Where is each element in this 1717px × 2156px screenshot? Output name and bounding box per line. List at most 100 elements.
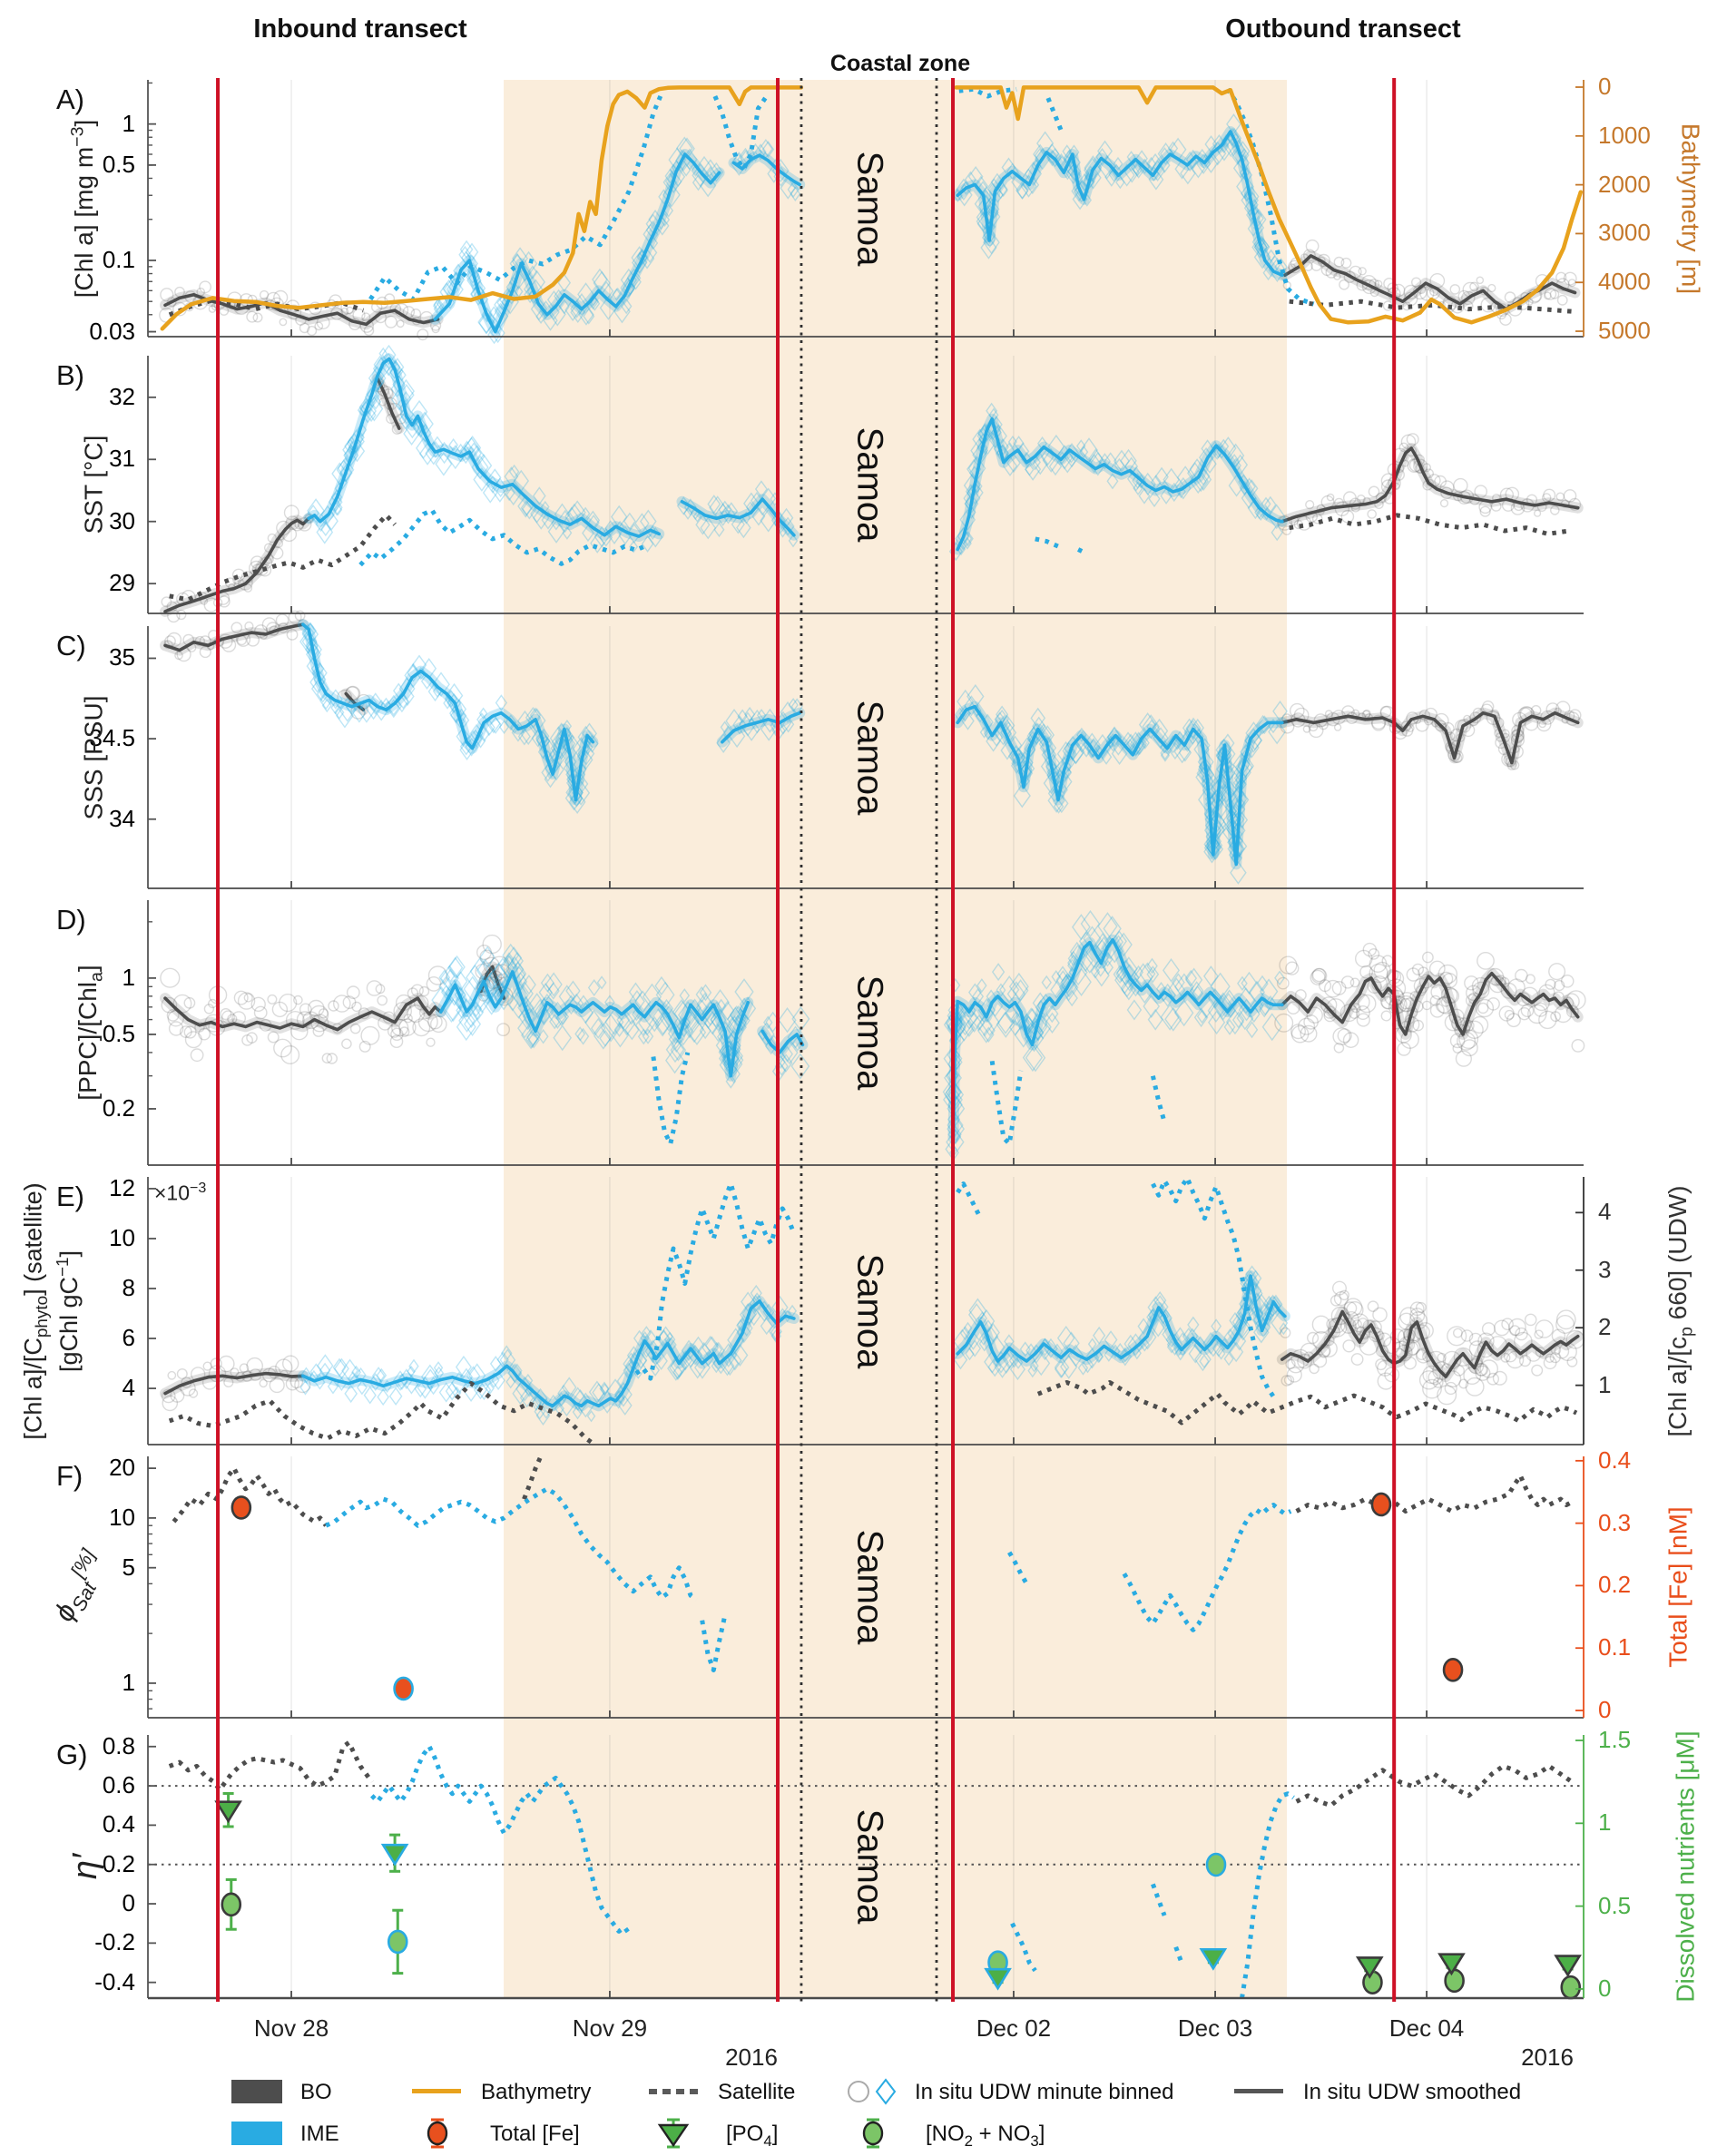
axis-label-E: [Chl a]/[Cphyto] (satellite) <box>19 1181 52 1440</box>
x-tick-label: Nov 29 <box>572 2014 648 2042</box>
y-tick-label: 8 <box>122 1274 135 1301</box>
header-outbound-transect: Outbound transect <box>1225 15 1461 44</box>
axis-label-E-right: [Chl a]/[cp 660] (UDW) <box>1663 1185 1697 1436</box>
panel-letter-G: G) <box>56 1739 88 1770</box>
x-tick-label: Dec 04 <box>1388 2014 1465 2042</box>
samoa-label: Samoa <box>849 700 890 815</box>
year-label-right: 2016 <box>1521 2043 1574 2071</box>
y-tick-label: 0.6 <box>102 1771 135 1799</box>
y-tick-label: 20 <box>109 1454 135 1482</box>
y-tick-label: 12 <box>109 1173 135 1201</box>
y-tick-label: 32 <box>109 382 135 410</box>
legend-label-dash-dark: Satellite <box>718 2080 796 2104</box>
y-tick-label-right: 0 <box>1598 1974 1612 2002</box>
panel-letter-E: E) <box>56 1181 84 1212</box>
y-tick-label-right: 3000 <box>1598 219 1651 247</box>
y-tick-label: 34 <box>109 804 135 832</box>
y-tick-label-right: 2 <box>1598 1313 1612 1341</box>
axis-label-G-right: Dissolved nutrients [μM] <box>1671 1730 1700 2003</box>
x-tick-label: Dec 02 <box>976 2014 1052 2042</box>
legend-swatch-line-orange <box>412 2089 461 2093</box>
y-tick-label: 0.2 <box>102 1093 135 1122</box>
y-tick-label-right: 1 <box>1598 1370 1612 1398</box>
y-tick-label-right: 0 <box>1598 73 1612 101</box>
y-tick-label: 0.8 <box>102 1731 135 1759</box>
y-tick-label-right: 0 <box>1598 1696 1612 1724</box>
y-tick-label: 4 <box>122 1374 135 1402</box>
y-tick-label: 6 <box>122 1324 135 1352</box>
y-tick-label: 29 <box>109 569 135 597</box>
axis-label-E-units: [gChl gC−1] <box>54 1250 83 1372</box>
samoa-label: Samoa <box>849 975 890 1091</box>
y-tick-label-right: 4000 <box>1598 268 1651 296</box>
y-tick-label-right: 1.5 <box>1598 1726 1632 1754</box>
y-tick-label: 30 <box>109 506 135 534</box>
y-tick-label: 0.1 <box>102 245 135 273</box>
year-label-left: 2016 <box>725 2043 778 2071</box>
y-tick-label: 0.5 <box>102 150 135 178</box>
y-tick-label: 31 <box>109 445 135 473</box>
legend-label-patch-blue: IME <box>300 2122 339 2146</box>
legend-swatch-fe <box>427 2118 448 2149</box>
y-tick-label: 10 <box>109 1503 135 1531</box>
legend-label-line-orange: Bathymetry <box>481 2080 592 2104</box>
y-tick-label: 34.5 <box>89 724 135 752</box>
legend-label-binned: In situ UDW minute binned <box>915 2080 1174 2104</box>
legend-swatch-no23 <box>862 2118 884 2149</box>
x-tick-label: Nov 28 <box>253 2014 329 2042</box>
y-tick-label-right: 3 <box>1598 1255 1612 1283</box>
x-tick-label: Dec 03 <box>1177 2014 1253 2042</box>
legend-swatch-dash-dark <box>649 2089 698 2094</box>
y-tick-label: 0.03 <box>89 317 135 345</box>
axis-label-D: [PPC]/[Chla] <box>73 965 107 1101</box>
legend-swatch-patch-dark <box>231 2080 282 2103</box>
legend-label-fe: Total [Fe] <box>490 2122 580 2146</box>
y-tick-label-right: 0.3 <box>1598 1508 1632 1536</box>
axis-label-C: SSS [PSU] <box>79 695 108 819</box>
axis-exponent-label: ×10−3 <box>154 1180 207 1205</box>
y-tick-label: 1 <box>122 1668 135 1696</box>
y-tick-label: 1 <box>122 109 135 137</box>
y-tick-label: 35 <box>109 643 135 671</box>
panel-letter-C: C) <box>56 630 86 662</box>
legend-swatch-patch-blue <box>231 2122 282 2145</box>
coastal-zone-label: Coastal zone <box>829 51 971 76</box>
legend-label-po4: [PO4] <box>726 2122 779 2150</box>
axis-label-A: [Chl a] [mg m−3] <box>67 119 98 298</box>
axis-label-G: η′ <box>66 1853 105 1880</box>
y-tick-label: 0.2 <box>102 1849 135 1877</box>
axis-label-B: SST [°C] <box>79 435 108 534</box>
legend-label-no23: [NO2 + NO3] <box>926 2122 1045 2150</box>
legend-label-patch-dark: BO <box>300 2080 332 2104</box>
panel-letter-D: D) <box>56 904 86 936</box>
y-tick-label: -0.4 <box>94 1967 135 1995</box>
y-tick-label-right: 4 <box>1598 1198 1612 1226</box>
y-tick-label-right: 0.5 <box>1598 1891 1632 1919</box>
axis-label-A-right: Bathymetry [m] <box>1676 122 1705 294</box>
y-tick-label-right: 0.2 <box>1598 1571 1632 1599</box>
y-tick-label-right: 1000 <box>1598 121 1651 149</box>
legend-swatch-po4 <box>657 2118 690 2149</box>
y-tick-label: -0.2 <box>94 1928 135 1956</box>
y-tick-label-right: 0.4 <box>1598 1446 1632 1474</box>
y-tick-label-right: 0.1 <box>1598 1633 1632 1661</box>
legend-swatch-binned <box>848 2078 897 2105</box>
y-tick-label: 0 <box>122 1889 135 1917</box>
samoa-label: Samoa <box>849 426 890 543</box>
samoa-label: Samoa <box>849 151 890 266</box>
axis-label-F-right: Total [Fe] [nM] <box>1663 1506 1692 1668</box>
y-tick-label: 5 <box>122 1553 135 1581</box>
header-inbound-transect: Inbound transect <box>253 15 467 44</box>
panel-letter-B: B) <box>56 359 84 391</box>
samoa-label: Samoa <box>849 1253 890 1368</box>
legend-label-line-dark: In situ UDW smoothed <box>1303 2080 1522 2104</box>
panel-letter-A: A) <box>56 83 84 115</box>
y-tick-label-right: 1 <box>1598 1808 1612 1837</box>
y-tick-label: 0.5 <box>102 1019 135 1047</box>
samoa-label: Samoa <box>849 1529 890 1645</box>
y-tick-label-right: 5000 <box>1598 317 1651 345</box>
y-tick-label: 10 <box>109 1223 135 1251</box>
y-tick-label: 1 <box>122 963 135 991</box>
